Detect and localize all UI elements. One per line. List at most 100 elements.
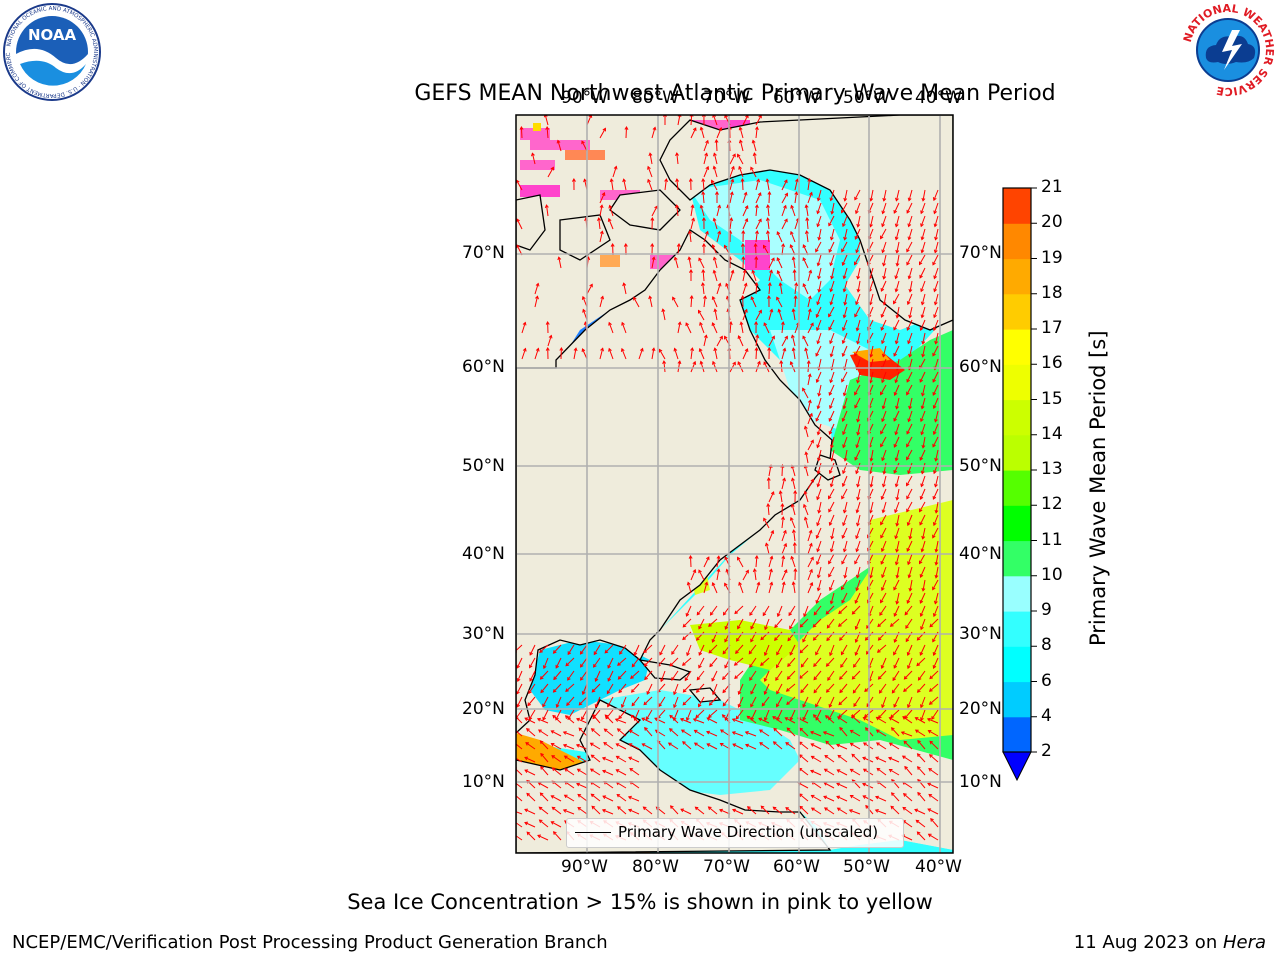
- wave-direction-arrowhead: [927, 782, 932, 787]
- wave-direction-arrowhead: [631, 702, 636, 707]
- wave-direction-arrow: [827, 618, 835, 629]
- wave-direction-arrow: [934, 475, 939, 487]
- wave-direction-arrow: [843, 280, 848, 292]
- wave-direction-arrowhead: [856, 379, 860, 384]
- wave-direction-arrow: [789, 644, 796, 656]
- wave-direction-arrow: [760, 657, 770, 666]
- wave-direction-arrowhead: [856, 275, 861, 280]
- wave-direction-arrow: [843, 501, 848, 513]
- wave-direction-arrowhead: [531, 152, 535, 157]
- wave-direction-arrowhead: [650, 243, 655, 247]
- wave-direction-arrow: [628, 809, 640, 815]
- wave-direction-arrow: [729, 321, 732, 334]
- wave-direction-arrow: [716, 231, 721, 243]
- wave-direction-arrow: [755, 127, 758, 139]
- wave-direction-arrowhead: [795, 178, 799, 183]
- wave-direction-arrow: [768, 556, 773, 568]
- wave-direction-arrow: [547, 167, 554, 178]
- wave-direction-arrow: [651, 205, 658, 217]
- wave-direction-arrowhead: [698, 664, 702, 669]
- colorbar-tick-label: 10: [1041, 564, 1063, 585]
- wave-direction-arrowhead: [537, 834, 542, 839]
- wave-direction-arrow: [854, 553, 861, 564]
- wave-direction-arrowhead: [757, 360, 761, 365]
- wave-direction-arrow: [907, 644, 913, 656]
- wave-direction-arrowhead: [842, 327, 846, 332]
- wave-direction-arrow: [776, 696, 783, 707]
- wave-direction-arrowhead: [688, 178, 693, 182]
- wave-direction-arrowhead: [725, 282, 729, 287]
- wave-direction-arrowhead: [712, 217, 717, 222]
- wave-direction-arrowhead: [711, 638, 716, 643]
- wave-direction-arrow: [576, 718, 588, 724]
- wave-direction-arrowhead: [825, 740, 830, 745]
- wave-direction-arrow: [690, 218, 695, 230]
- wave-direction-arrow: [921, 384, 926, 396]
- wave-direction-arrow: [825, 605, 835, 615]
- wave-direction-arrowhead: [693, 742, 698, 747]
- wave-direction-arrow: [850, 768, 861, 776]
- wave-direction-arrow: [917, 779, 926, 789]
- wave-direction-arrowhead: [776, 269, 781, 274]
- wave-direction-arrowhead: [716, 568, 721, 573]
- wave-direction-arrowhead: [770, 491, 775, 496]
- wave-direction-arrowhead: [906, 430, 910, 435]
- wave-direction-arrowhead: [524, 756, 529, 761]
- wave-direction-arrowhead: [594, 678, 599, 683]
- wave-direction-arrow: [836, 744, 848, 750]
- wave-direction-arrowhead: [804, 204, 809, 209]
- wave-direction-arrow: [894, 501, 900, 513]
- lon-label-top-40w: 40°W: [915, 88, 962, 108]
- wave-direction-arrow: [826, 683, 835, 693]
- wave-direction-arrow: [934, 592, 939, 604]
- wave-direction-arrowhead: [841, 586, 845, 591]
- wave-direction-arrowhead: [919, 327, 924, 332]
- wave-direction-arrow: [799, 806, 809, 815]
- wave-direction-arrowhead: [894, 379, 899, 384]
- wave-direction-arrowhead: [926, 717, 931, 722]
- wave-direction-arrowhead: [921, 353, 926, 358]
- wave-direction-arrow: [927, 782, 939, 789]
- wave-direction-arrowhead: [714, 139, 719, 143]
- wave-direction-arrowhead: [542, 716, 546, 721]
- wave-direction-arrow: [862, 757, 874, 763]
- wave-direction-arrow: [843, 397, 848, 409]
- wave-direction-arrowhead: [600, 295, 605, 300]
- wave-direction-arrow: [673, 683, 679, 695]
- wave-direction-arrow: [842, 475, 848, 487]
- wave-direction-arrowhead: [934, 340, 939, 345]
- wave-direction-arrow: [799, 793, 809, 802]
- wave-direction-arrowhead: [550, 730, 555, 734]
- wave-direction-arrowhead: [781, 555, 786, 560]
- wave-direction-arrow: [828, 410, 835, 422]
- wave-direction-arrow: [818, 228, 822, 240]
- wave-direction-arrowhead: [895, 197, 899, 202]
- wave-direction-arrowhead: [920, 431, 925, 436]
- wave-direction-arrowhead: [882, 197, 887, 202]
- wave-direction-arrowhead: [707, 806, 712, 811]
- wave-direction-arrow: [830, 345, 835, 357]
- wave-direction-arrow: [526, 728, 536, 737]
- wave-direction-arrow: [907, 514, 913, 526]
- wave-direction-arrowhead: [800, 689, 804, 694]
- wave-direction-arrowhead: [881, 418, 885, 423]
- wave-direction-arrowhead: [737, 361, 742, 366]
- wave-direction-arrowhead: [854, 456, 858, 461]
- wave-direction-arrow: [828, 384, 835, 396]
- wave-direction-arrow: [651, 348, 655, 360]
- wave-direction-arrow: [529, 657, 536, 668]
- wave-direction-arrow: [732, 731, 744, 737]
- wave-direction-arrowhead: [737, 704, 742, 708]
- wave-direction-arrowhead: [862, 717, 867, 721]
- wave-direction-arrowhead: [698, 569, 702, 574]
- wave-direction-arrow: [849, 809, 861, 815]
- wave-direction-arrow: [882, 501, 887, 513]
- wave-direction-arrow: [607, 696, 614, 707]
- wave-direction-arrowhead: [781, 243, 786, 248]
- wave-direction-arrowhead: [578, 701, 583, 706]
- wave-direction-arrowhead: [901, 755, 906, 760]
- wave-direction-arrow: [567, 670, 575, 681]
- wave-direction-arrow: [895, 527, 900, 539]
- wave-direction-arrow: [816, 293, 822, 305]
- wave-direction-arrow: [908, 410, 913, 422]
